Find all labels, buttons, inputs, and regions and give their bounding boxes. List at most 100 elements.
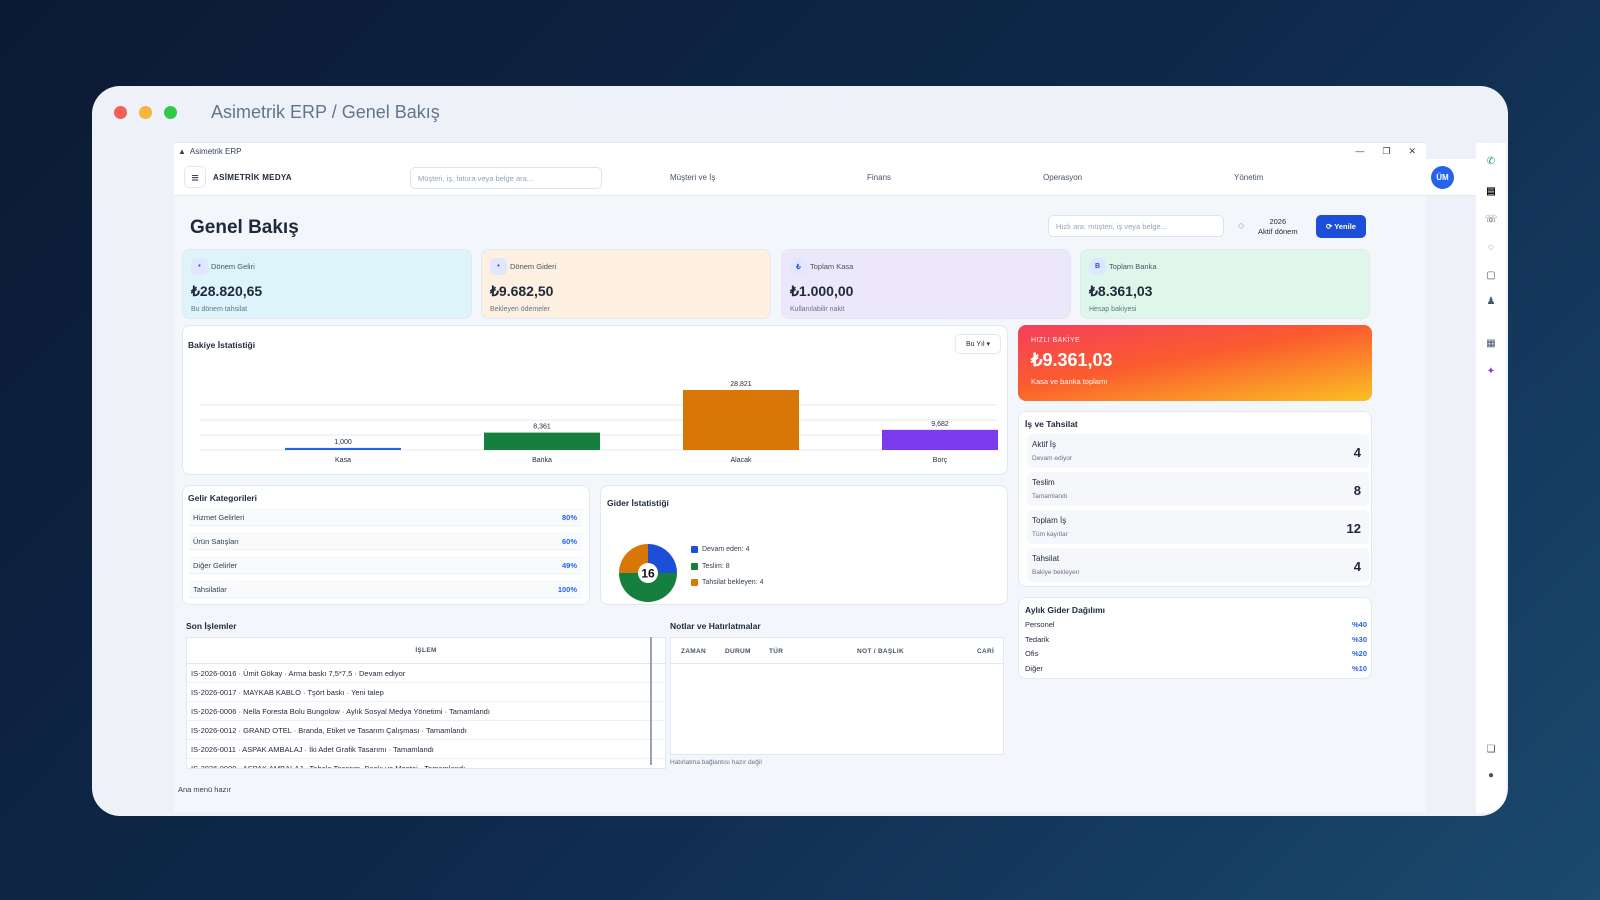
nav-operasyon[interactable]: Operasyon bbox=[1043, 173, 1083, 182]
users-icon[interactable]: ♟ bbox=[1486, 295, 1496, 307]
stat-label: Dönem Geliri bbox=[211, 262, 255, 272]
job-label: Tahsilat bbox=[1032, 554, 1060, 563]
bar-alacak bbox=[683, 390, 799, 450]
expense-row: Tedarik %30 bbox=[1025, 635, 1367, 649]
nav-finans[interactable]: Finans bbox=[867, 173, 892, 182]
x-tick-label: Banka bbox=[532, 457, 552, 464]
range-select[interactable]: Bu Yıl ▾ bbox=[955, 334, 1001, 354]
x-tick-label: Borç bbox=[933, 457, 948, 464]
list-item[interactable]: IS-2026-0009 · ASPAK AMBALAJ · Tabela Ta… bbox=[187, 759, 665, 768]
list-item[interactable]: IS-2026-0012 · GRAND OTEL · Branda, Etik… bbox=[187, 721, 665, 740]
job-row-collection[interactable]: Tahsilat Bakiye bekleyen 4 bbox=[1027, 548, 1369, 582]
whatsapp-icon[interactable]: ✆ bbox=[1486, 155, 1496, 167]
message-icon[interactable]: ▢ bbox=[1486, 269, 1496, 281]
app-title: Asimetrik ERP bbox=[189, 146, 242, 156]
expense-value: %10 bbox=[1351, 664, 1367, 673]
jobs-card: İş ve Tahsilat Aktif İş Devam ediyor 4 T… bbox=[1018, 411, 1372, 587]
income-row: Tahsilatlar 100% bbox=[189, 580, 583, 598]
job-label: Toplam İş bbox=[1032, 516, 1067, 525]
expense-label: Ofis bbox=[1025, 649, 1039, 658]
bar-value-label: 8,361 bbox=[533, 424, 551, 431]
monthly-expense-card: Aylık Gider Dağılımı Personel %40 Tedarik… bbox=[1018, 597, 1372, 679]
notes-title: Notlar ve Hatırlatmalar bbox=[670, 621, 761, 631]
stat-label: Dönem Gideri bbox=[510, 262, 557, 272]
calendar-icon[interactable]: ▦ bbox=[1486, 337, 1496, 349]
notes-col-type[interactable]: TÜR bbox=[769, 648, 784, 655]
stat-card-income: • Dönem Geliri ₺28.820,65 Bu dönem tahsil… bbox=[182, 249, 472, 319]
bar-value-label: 1,000 bbox=[334, 439, 352, 446]
notes-col-account[interactable]: CARİ bbox=[977, 648, 995, 655]
legend-item: Devam eden: 4 bbox=[691, 546, 749, 553]
job-label: Aktif İş bbox=[1032, 440, 1057, 449]
donut-slice bbox=[648, 544, 677, 573]
copy-icon[interactable]: ❏ bbox=[1486, 743, 1496, 755]
bar-kasa bbox=[285, 447, 401, 450]
app-logo-icon: ▲ bbox=[178, 146, 186, 156]
legend-label: Teslim: 8 bbox=[702, 563, 730, 570]
expense-row: Personel %40 bbox=[1025, 620, 1367, 634]
monthly-expense-title: Aylık Gider Dağılımı bbox=[1025, 605, 1105, 615]
income-label: Hizmet Gelirleri bbox=[193, 513, 245, 522]
legend-swatch bbox=[691, 546, 698, 553]
period-year: 2026 bbox=[1269, 217, 1287, 226]
expense-label: Tedarik bbox=[1025, 635, 1050, 644]
expense-value: %30 bbox=[1351, 635, 1367, 644]
recent-scrollbar[interactable] bbox=[650, 637, 652, 765]
minimize-icon[interactable]: — bbox=[1355, 145, 1365, 156]
quick-search-input[interactable]: Hızlı ara: müşteri, iş veya belge... bbox=[1048, 215, 1224, 237]
notes-col-status[interactable]: DURUM bbox=[725, 648, 751, 655]
global-search-input[interactable]: Müşteri, iş, fatura veya belge ara... bbox=[410, 167, 602, 189]
document-icon[interactable]: ▤ bbox=[1486, 185, 1496, 197]
chat-icon[interactable]: ◌ bbox=[1488, 241, 1494, 253]
minimize-dot[interactable] bbox=[139, 105, 152, 119]
income-categories-title: Gelir Kategorileri bbox=[188, 493, 257, 503]
sparkle-icon[interactable]: ✦ bbox=[1486, 365, 1496, 377]
window-title: Asimetrik ERP / Genel Bakış bbox=[211, 101, 440, 122]
expense-donut-chart: 16 bbox=[619, 544, 677, 602]
nav-yonetim[interactable]: Yönetim bbox=[1234, 173, 1264, 182]
job-row-total[interactable]: Toplam İş Tüm kayıtlar 12 bbox=[1027, 510, 1369, 544]
close-icon[interactable]: ✕ bbox=[1408, 145, 1416, 156]
stat-value: ₺1.000,00 bbox=[790, 283, 854, 299]
bell-icon[interactable]: ◇ bbox=[1238, 221, 1245, 230]
recent-list: İŞLEM IS-2026-0016 · Ümit Gökay · Arma b… bbox=[186, 637, 666, 769]
list-item[interactable]: IS-2026-0006 · Nella Foresta Bolu Bungol… bbox=[187, 702, 665, 721]
legend-label: Tahsilat bekleyen: 4 bbox=[702, 579, 764, 586]
list-item[interactable]: IS-2026-0017 · MAYKAB KABLO · Tşört bask… bbox=[187, 683, 665, 702]
expense-value: %20 bbox=[1351, 649, 1367, 658]
recent-title: Son İşlemler bbox=[186, 621, 237, 631]
profile-icon[interactable]: ● bbox=[1487, 769, 1495, 781]
refresh-button[interactable]: ⟳ Yenile bbox=[1316, 215, 1366, 238]
mac-titlebar: Asimetrik ERP / Genel Bakış bbox=[92, 86, 1508, 138]
stat-sub: Kullanılabilir nakit bbox=[790, 306, 845, 313]
close-dot[interactable] bbox=[114, 105, 127, 119]
job-row-delivered[interactable]: Teslim Tamamlandı 8 bbox=[1027, 472, 1369, 506]
job-row-active[interactable]: Aktif İş Devam ediyor 4 bbox=[1027, 434, 1369, 468]
stat-value: ₺28.820,65 bbox=[191, 283, 263, 299]
recent-column-header[interactable]: İŞLEM bbox=[187, 638, 665, 664]
phone-icon[interactable]: ☏ bbox=[1484, 213, 1498, 225]
list-item[interactable]: IS-2026-0016 · Ümit Gökay · Arma baskı 7… bbox=[187, 664, 665, 683]
active-period[interactable]: 2026 Aktif dönem bbox=[1258, 217, 1298, 237]
maximize-dot[interactable] bbox=[164, 105, 177, 119]
list-item[interactable]: IS-2026-0011 · ASPAK AMBALAJ · İki Adet … bbox=[187, 740, 665, 759]
expense-value: %40 bbox=[1351, 620, 1367, 629]
job-value: 4 bbox=[1353, 559, 1361, 574]
legend-label: Devam eden: 4 bbox=[702, 546, 750, 553]
job-label: Teslim bbox=[1032, 478, 1055, 487]
nav-musteri-is[interactable]: Müşteri ve İş bbox=[670, 173, 716, 182]
quick-balance-label: HIZLI BAKİYE bbox=[1031, 337, 1081, 344]
donut-slice bbox=[619, 544, 648, 573]
stat-sub: Bu dönem tahsilat bbox=[191, 306, 248, 313]
menu-icon[interactable]: ≡ bbox=[184, 166, 206, 188]
avatar[interactable]: ÜM bbox=[1431, 166, 1454, 189]
notes-col-title[interactable]: NOT / BAŞLIK bbox=[857, 648, 904, 655]
app-titlebar: ▲ Asimetrik ERP — ❐ ✕ bbox=[174, 143, 1426, 159]
notes-col-time[interactable]: ZAMAN bbox=[681, 648, 706, 655]
bar-banka bbox=[484, 432, 600, 450]
notes-footer: Hatırlatma bağlantısı hazır değil bbox=[670, 759, 762, 766]
stat-label: Toplam Kasa bbox=[810, 262, 854, 272]
stat-label: Toplam Banka bbox=[1109, 262, 1157, 272]
period-label: Aktif dönem bbox=[1258, 227, 1298, 236]
restore-icon[interactable]: ❐ bbox=[1382, 145, 1391, 156]
